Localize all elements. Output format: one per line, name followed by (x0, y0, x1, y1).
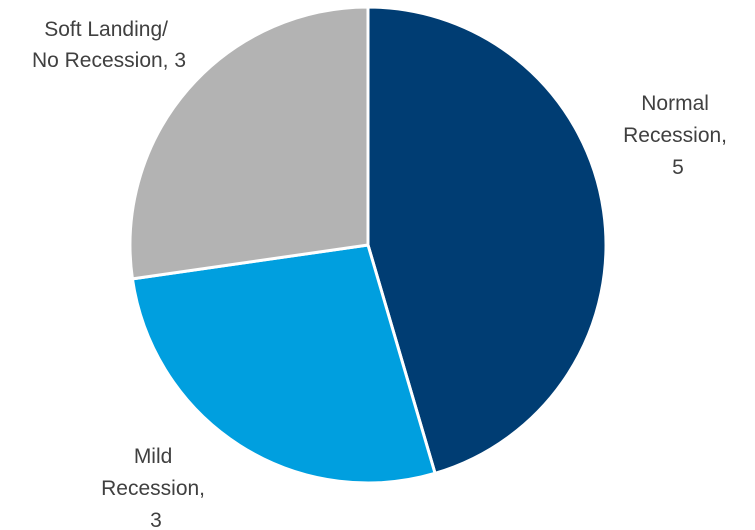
pie-slice-normal-recession (366, 5, 608, 475)
pie-slice-soft-landing (128, 5, 370, 281)
pie-slices (128, 5, 608, 485)
slice-label-normal-recession: Normal Recession, 5 (623, 92, 733, 179)
pie-slice-mild-recession (130, 243, 437, 485)
slice-label-soft-landing: Soft Landing/ No Recession, 3 (32, 18, 186, 72)
slice-label-mild-recession: Mild Recession, 3 (101, 445, 211, 530)
